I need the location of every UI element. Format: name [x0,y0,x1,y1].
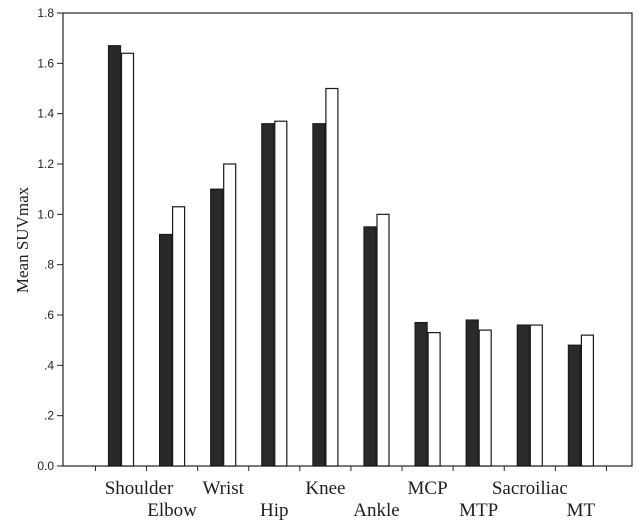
bar [223,163,237,467]
x-category-label: Hip [260,500,289,521]
x-category-label: Knee [305,478,345,499]
y-tick-label: .6 [44,308,54,322]
bar [261,123,275,467]
x-category-label: Wrist [202,478,244,499]
bar [325,87,339,467]
bar [210,188,224,467]
y-axis-title: Mean SUVmax [13,186,32,293]
y-tick-label: 0.0 [37,459,54,473]
bar [529,324,543,467]
bar [516,324,530,467]
bar [567,344,582,467]
x-category-label: Elbow [147,500,197,521]
y-tick-label: 1.8 [37,6,54,20]
x-category-label: Sacroiliac [492,478,568,499]
x-category-label: MTP [459,500,498,521]
bar [363,226,377,467]
y-tick-label: 1.0 [37,207,54,221]
bar [478,329,492,467]
bar [414,321,428,467]
bar [427,332,441,467]
bar [465,319,479,467]
y-tick-label: 1.4 [37,107,54,121]
x-category-label: MT [567,500,596,521]
y-tick-label: .8 [44,258,54,272]
bar [107,45,122,467]
plot-frame [62,12,633,467]
bar [274,120,288,467]
y-tick-label: .4 [44,358,54,372]
y-tick-label: 1.6 [37,56,54,70]
x-category-label: Ankle [353,500,399,521]
plot-area: 0.0 .2 .4 .6 .8 1.0 1.2 1.4 1.6 1.8 ShoulderElbowW… [37,6,633,521]
y-tick-label: 1.2 [37,157,54,171]
bar [376,213,390,467]
bar [312,123,326,467]
bar [580,334,595,467]
x-category-label: MCP [408,478,448,499]
y-tick-label: .2 [44,409,54,423]
bar [120,52,135,467]
bar [159,233,173,467]
bar [172,206,186,467]
x-category-label: Shoulder [105,478,174,499]
